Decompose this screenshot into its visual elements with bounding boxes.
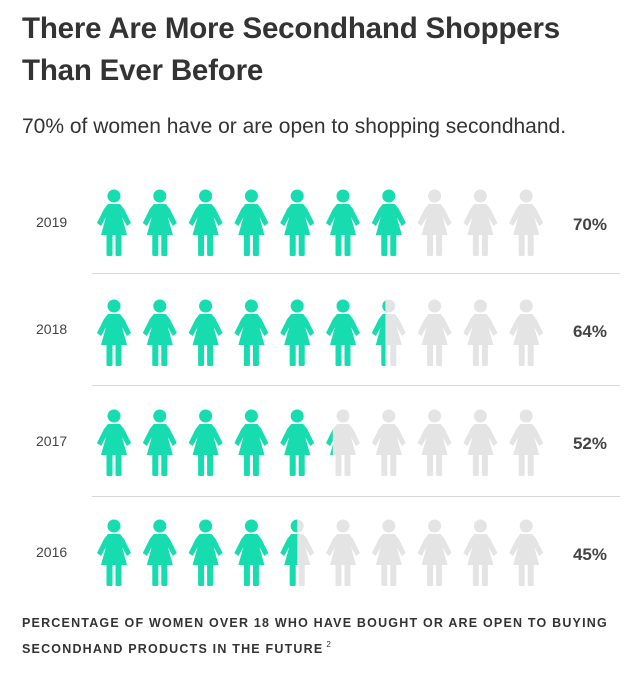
- chart-row-2019: 2019 70%: [0, 180, 637, 290]
- woman-icon: [326, 299, 360, 366]
- footnote-text: PERCENTAGE OF WOMEN OVER 18 WHO HAVE BOU…: [22, 616, 608, 656]
- woman-icon: [463, 409, 498, 476]
- percent-label: 45%: [572, 545, 607, 564]
- woman-icon: [371, 519, 406, 586]
- woman-icon: [463, 189, 498, 256]
- woman-icon: [234, 409, 269, 476]
- woman-icon: [234, 189, 269, 256]
- row-divider: [92, 496, 620, 497]
- woman-icon: [417, 409, 452, 476]
- woman-icon: [280, 519, 315, 586]
- woman-icon: [509, 299, 544, 366]
- woman-icon: [280, 299, 315, 366]
- woman-icon: [417, 519, 452, 586]
- woman-icon: [188, 519, 223, 586]
- chart-row-2017: 2017 52%: [0, 400, 637, 510]
- percent-label: 52%: [572, 434, 607, 453]
- woman-icon: [142, 189, 177, 256]
- woman-icon: [188, 299, 223, 366]
- year-label: 2016: [36, 544, 68, 560]
- woman-icon: [417, 299, 452, 366]
- chart-row-2016: 2016 45%: [0, 510, 637, 620]
- woman-icon: [326, 409, 360, 476]
- pictograph-chart: 2019 70% 2018 64% 2017 52% 2016 45%: [0, 180, 637, 600]
- icon-row: [97, 189, 544, 256]
- woman-icon: [234, 519, 269, 586]
- chart-footnote: PERCENTAGE OF WOMEN OVER 18 WHO HAVE BOU…: [22, 612, 622, 660]
- woman-icon: [142, 299, 177, 366]
- woman-icon: [280, 189, 315, 256]
- year-label: 2017: [36, 433, 68, 449]
- woman-icon: [142, 409, 177, 476]
- row-divider: [92, 273, 620, 274]
- woman-icon: [509, 519, 544, 586]
- woman-icon: [509, 189, 544, 256]
- woman-icon: [509, 409, 544, 476]
- woman-icon: [280, 409, 315, 476]
- woman-icon: [97, 519, 131, 586]
- woman-icon: [234, 299, 269, 366]
- woman-icon: [371, 189, 406, 256]
- woman-icon: [463, 299, 498, 366]
- percent-label: 64%: [572, 322, 607, 341]
- chart-row-2018: 2018 64%: [0, 290, 637, 400]
- year-label: 2018: [36, 321, 68, 337]
- woman-icon: [417, 189, 452, 256]
- woman-icon: [463, 519, 498, 586]
- row-divider: [92, 385, 620, 386]
- woman-icon: [97, 409, 131, 476]
- percent-label: 70%: [572, 215, 607, 234]
- woman-icon: [97, 299, 131, 366]
- woman-icon: [97, 189, 131, 256]
- icon-row: [97, 299, 544, 366]
- chart-subtitle: 70% of women have or are open to shoppin…: [22, 115, 567, 138]
- icon-row: [97, 519, 544, 586]
- woman-icon: [326, 519, 360, 586]
- woman-icon: [188, 189, 223, 256]
- footnote-reference: 2: [326, 640, 331, 649]
- year-label: 2019: [36, 214, 68, 230]
- woman-icon: [188, 409, 223, 476]
- chart-title: There Are More Secondhand Shoppers Than …: [22, 12, 560, 87]
- woman-icon: [326, 189, 360, 256]
- icon-row: [97, 409, 544, 476]
- woman-icon: [371, 299, 406, 366]
- woman-icon: [371, 409, 406, 476]
- woman-icon: [142, 519, 177, 586]
